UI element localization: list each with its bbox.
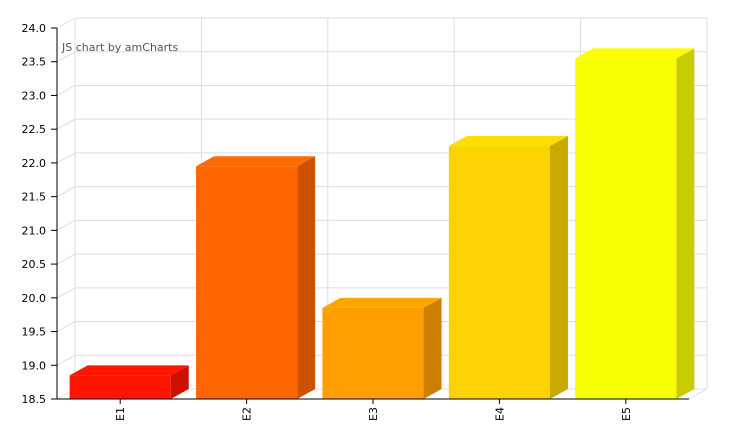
bar-side	[170, 365, 189, 399]
bar-front	[196, 166, 298, 399]
gridline-h	[56, 84, 707, 96]
gridline-h	[56, 17, 707, 29]
x-axis: E1 E2 E3 E4 E5	[57, 398, 689, 421]
y-tick-label: 20.5	[22, 258, 47, 271]
gridline-h	[56, 51, 707, 63]
bar-E1	[69, 365, 189, 399]
bar-top	[69, 365, 189, 376]
y-axis: 18.5 19.0 19.5 20.0 20.5 21.0 21.5 22.0 22.5 23.0…	[22, 22, 58, 406]
bars	[69, 48, 695, 399]
bar-side	[676, 48, 695, 399]
bar-front	[322, 307, 424, 399]
y-tick-label: 21.5	[22, 191, 47, 204]
y-tick-label: 21.0	[22, 224, 47, 237]
y-tick-label: 22.5	[22, 123, 47, 136]
bar-side	[549, 136, 568, 399]
bar-side	[297, 156, 316, 399]
x-tick-label: E5	[620, 407, 633, 421]
bar-side	[423, 297, 442, 399]
y-tick-label: 24.0	[22, 22, 47, 35]
y-tick-label: 20.0	[22, 292, 47, 305]
gridline-h	[56, 118, 707, 130]
chart-credit[interactable]: JS chart by amCharts	[61, 41, 178, 54]
bar-front	[448, 146, 550, 399]
bar-top	[196, 156, 316, 167]
bar-E3	[322, 297, 442, 399]
bar-top	[322, 297, 442, 308]
x-tick-label: E2	[241, 407, 254, 421]
x-tick-label: E1	[114, 407, 127, 421]
y-tick-label: 18.5	[22, 393, 47, 406]
bar-top	[575, 48, 695, 59]
y-tick-label: 22.0	[22, 157, 47, 170]
bar-front	[69, 375, 171, 399]
bar-E5	[575, 48, 695, 399]
y-tick-label: 19.0	[22, 359, 47, 372]
x-tick-label: E4	[493, 407, 506, 421]
y-tick-label: 23.5	[22, 56, 47, 69]
floor-right-edge	[688, 388, 708, 400]
y-tick-label: 23.0	[22, 89, 47, 102]
bar-E4	[448, 136, 568, 399]
y-tick-label: 19.5	[22, 326, 47, 339]
x-tick-label: E3	[367, 407, 380, 421]
bar-E2	[196, 156, 316, 399]
bar-front	[575, 58, 677, 399]
bar-top	[448, 136, 568, 147]
